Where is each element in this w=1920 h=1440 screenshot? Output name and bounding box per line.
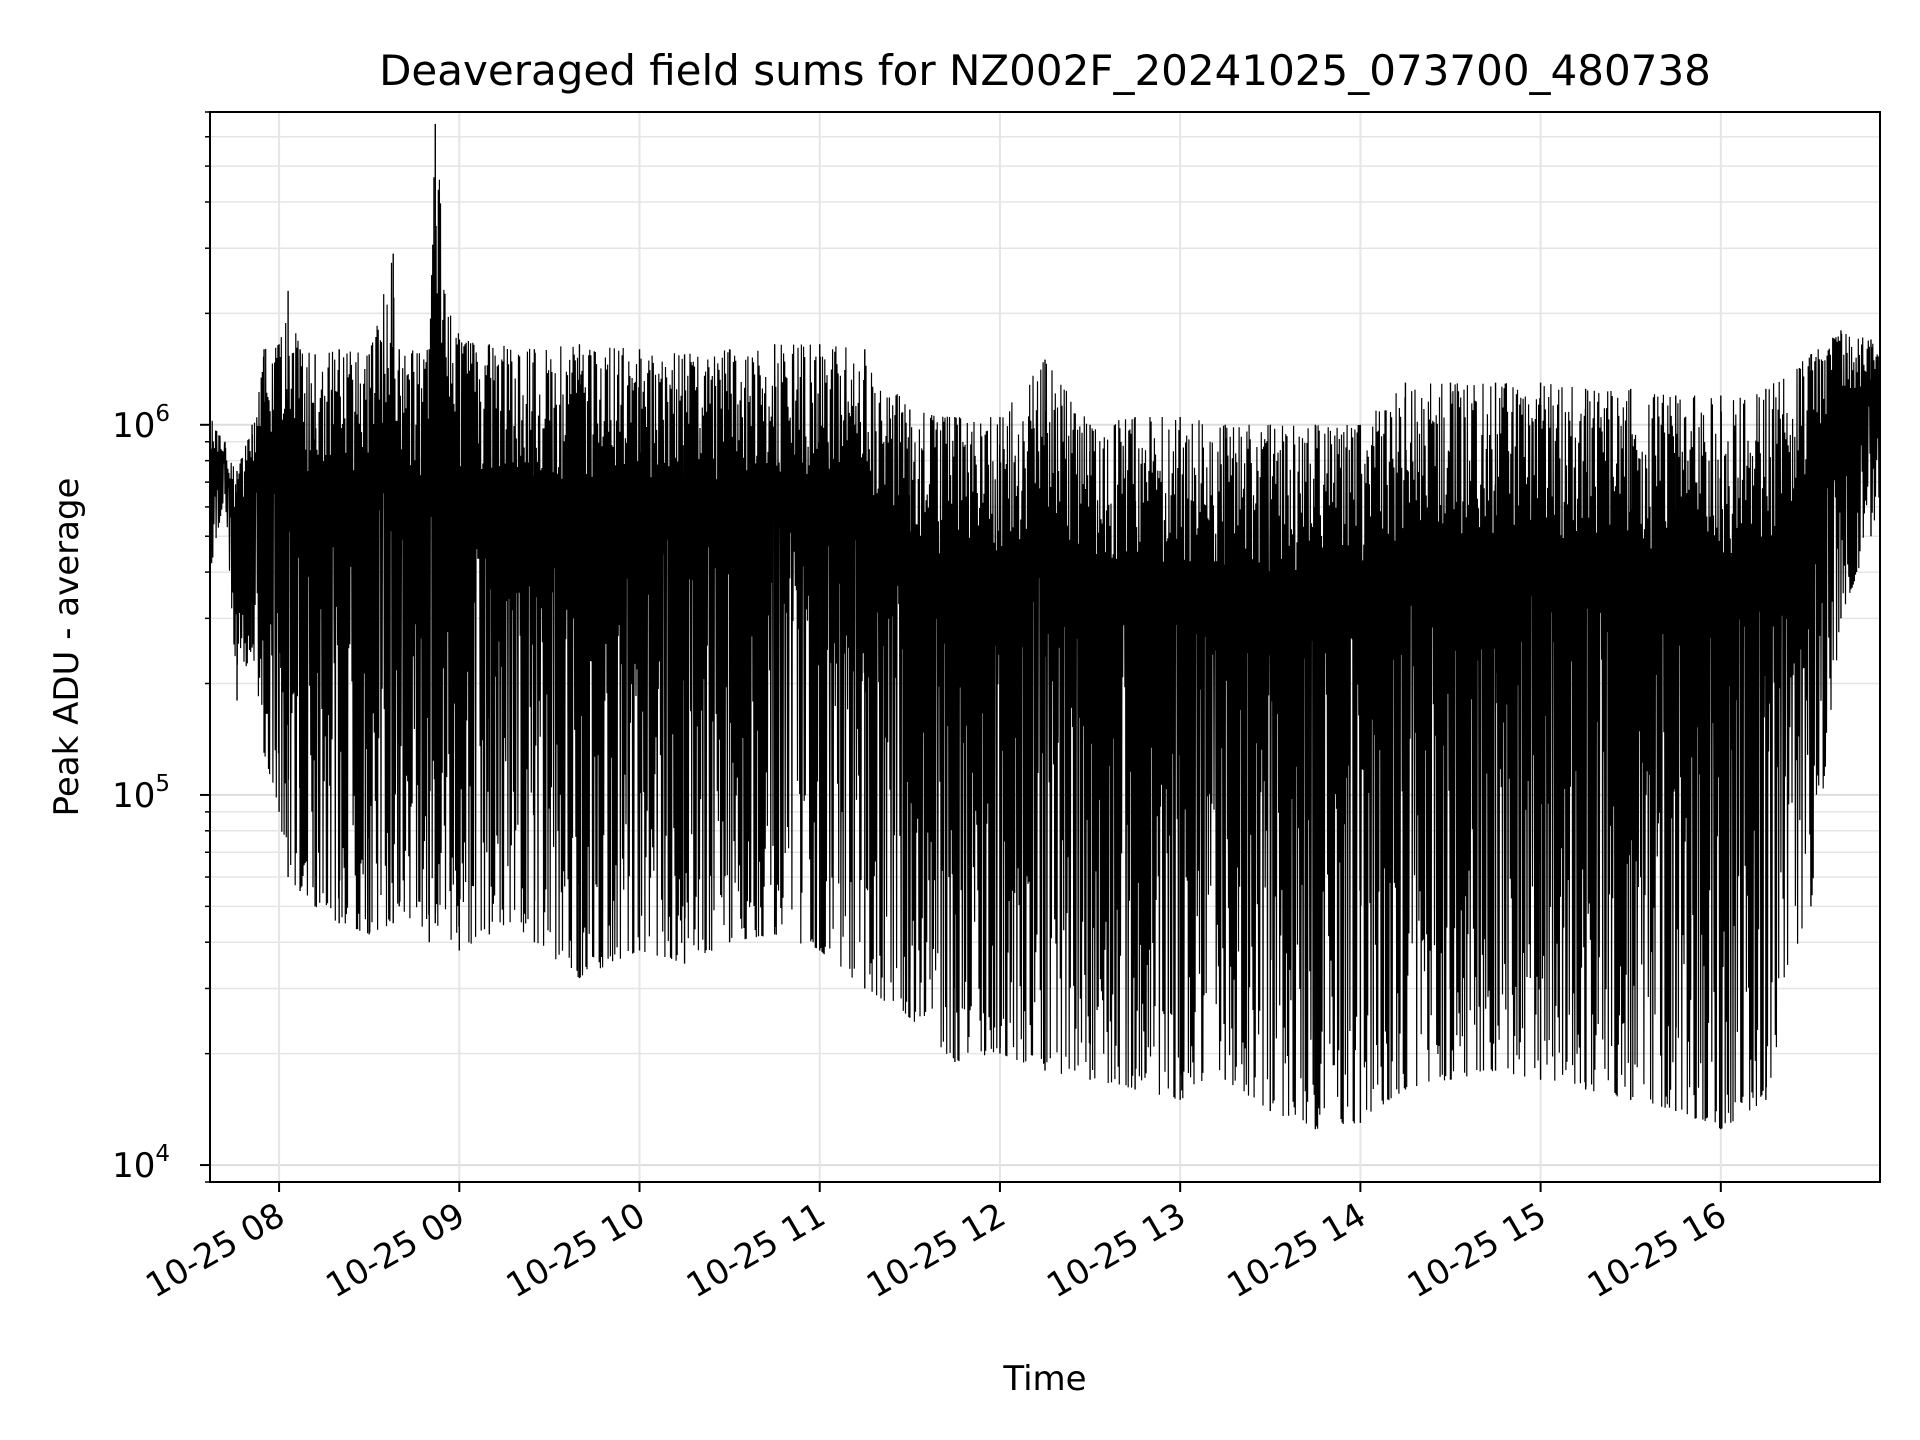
y-tick-label: 105 xyxy=(112,771,170,816)
y-tick-label: 106 xyxy=(112,401,170,446)
y-tick-exponent: 4 xyxy=(155,1141,170,1167)
y-tick-base: 10 xyxy=(112,1146,155,1186)
y-tick-base: 10 xyxy=(112,776,155,816)
y-tick-label: 104 xyxy=(112,1141,170,1186)
series-signal xyxy=(209,123,1881,1130)
y-tick-exponent: 6 xyxy=(155,401,170,427)
y-axis-label: Peak ADU - average xyxy=(47,478,87,817)
y-tick-exponent: 5 xyxy=(155,771,170,797)
y-tick-base: 10 xyxy=(112,406,155,446)
plot-frame xyxy=(209,111,1881,1183)
chart-title: Deaveraged field sums for NZ002F_2024102… xyxy=(379,46,1711,95)
x-axis-label: Time xyxy=(1002,1359,1086,1399)
